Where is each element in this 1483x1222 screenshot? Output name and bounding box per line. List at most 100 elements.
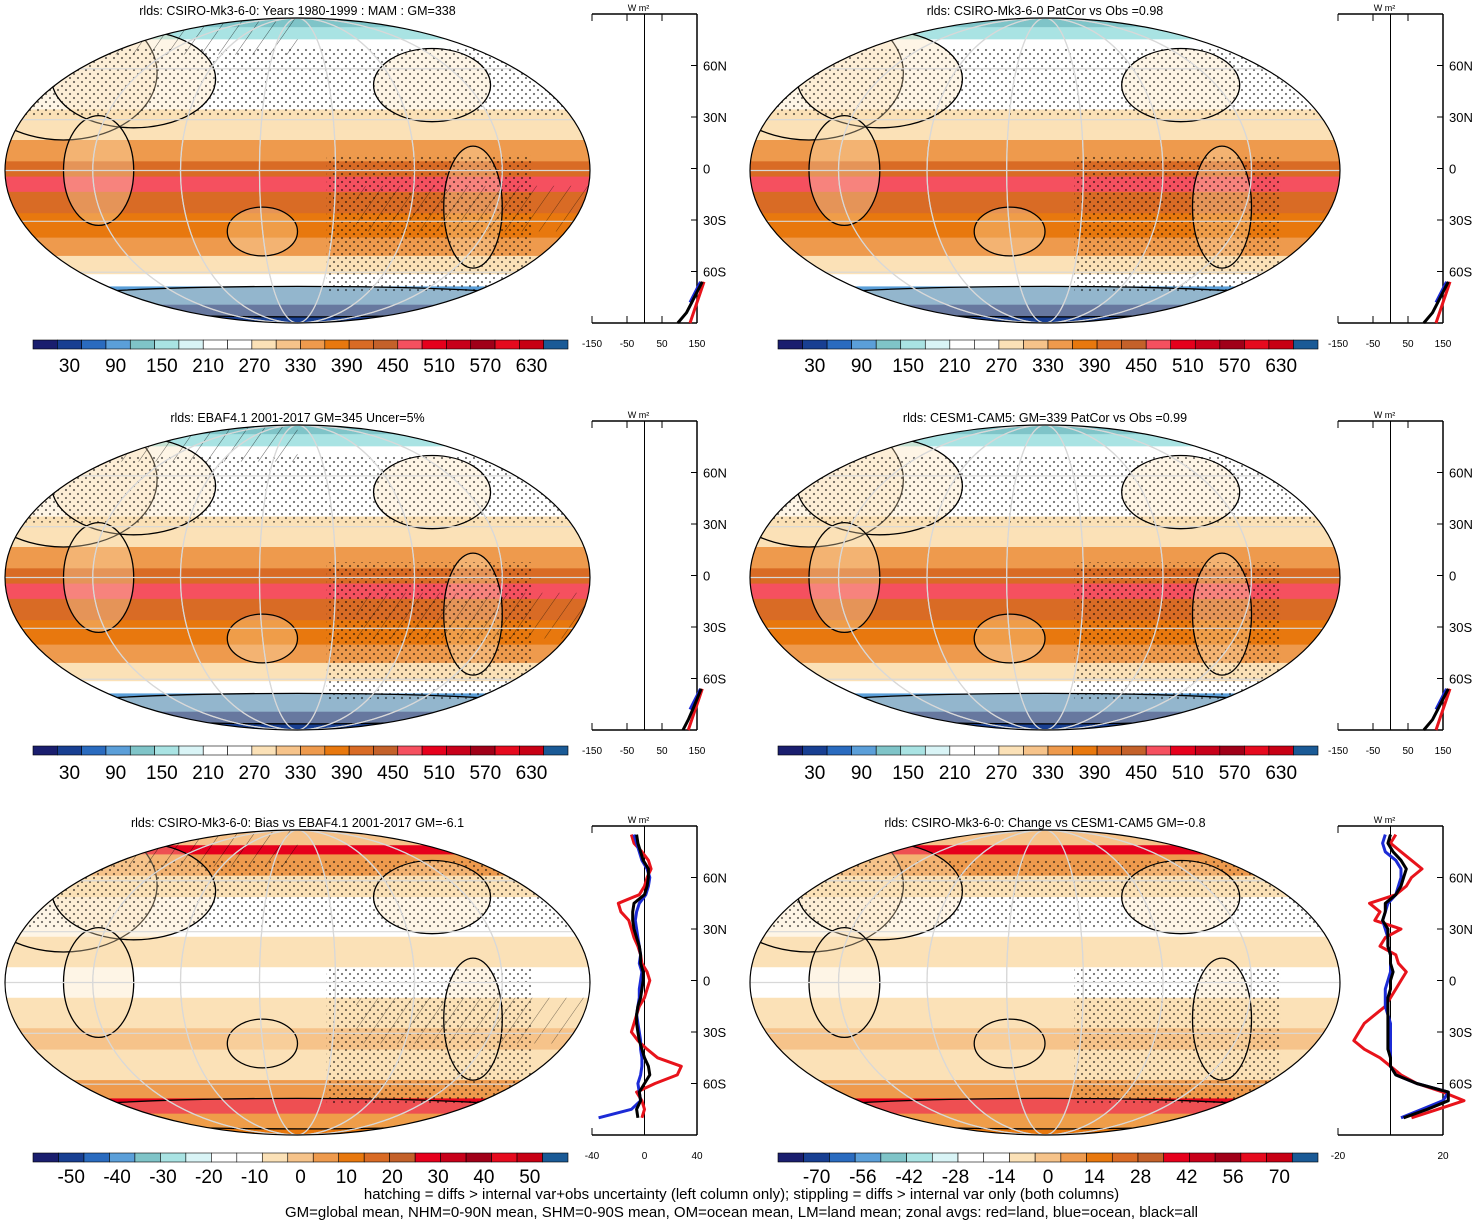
colorbar-tick-label: -14 xyxy=(988,1167,1016,1188)
colorbar-swatch xyxy=(32,745,58,756)
colorbar-swatch xyxy=(465,1152,492,1163)
colorbar-tick-label: 270 xyxy=(238,356,270,377)
colorbar-tick-label: 30 xyxy=(59,763,80,784)
colorbar-tick-label: 150 xyxy=(146,356,178,377)
zonal-land-line xyxy=(616,834,683,1119)
colorbar-swatch xyxy=(1163,1152,1190,1163)
colorbar-swatch xyxy=(1293,745,1319,756)
colorbar-tick-label: 630 xyxy=(1265,356,1297,377)
panel-title: rlds: CSIRO-Mk3-6-0: Change vs CESM1-CAM… xyxy=(884,816,1205,830)
zonal-x-tick-label: 50 xyxy=(656,746,668,757)
colorbar-tick-label: 510 xyxy=(423,763,455,784)
zonal-x-tick-label: -50 xyxy=(1366,339,1381,350)
continent-outline xyxy=(778,285,1312,318)
zonal-plot: W m² -40 0 40 60N 30N 0 30S 60S xyxy=(585,815,727,1162)
zonal-units: W m² xyxy=(1374,410,1396,420)
caption-line-1: hatching = diffs > internal var+obs unce… xyxy=(363,1186,1120,1203)
colorbar-swatch xyxy=(389,1152,416,1163)
colorbar-swatch xyxy=(32,1152,59,1163)
colorbar-swatch xyxy=(1034,1152,1062,1163)
stippling xyxy=(750,455,1340,523)
map xyxy=(5,425,590,730)
zonal-lat-label: 30S xyxy=(703,1025,726,1040)
colorbar-swatch xyxy=(312,1152,340,1163)
colorbar-tick-label: 630 xyxy=(516,356,548,377)
zonal-units: W m² xyxy=(628,815,650,825)
colorbar-swatch xyxy=(826,339,852,350)
colorbar-tick-label: 270 xyxy=(238,763,270,784)
colorbar-swatch xyxy=(875,745,902,756)
colorbar-swatch xyxy=(924,339,951,350)
zonal-ocean-line xyxy=(1434,281,1448,304)
continent-outline xyxy=(33,285,562,318)
zonal-lat-label: 0 xyxy=(1449,569,1456,584)
zonal-x-tick-label: 150 xyxy=(1435,746,1452,757)
graticule-lon xyxy=(92,425,503,730)
colorbar-swatch xyxy=(421,339,447,350)
colorbar-tick-label: -50 xyxy=(57,1167,84,1188)
colorbar-tick-label: 210 xyxy=(939,763,971,784)
colorbar-tick-label: 330 xyxy=(285,763,317,784)
colorbar-tick-label: 0 xyxy=(1043,1167,1054,1188)
zonal-ocean-line xyxy=(688,281,702,304)
panel-bottom-left: rlds: CSIRO-Mk3-6-0: Bias vs EBAF4.1 200… xyxy=(4,815,727,1188)
map-band xyxy=(750,936,1340,968)
stippling xyxy=(750,48,1340,116)
map-band xyxy=(750,27,1340,40)
zonal-lat-label: 60N xyxy=(703,59,727,74)
colorbar-swatch xyxy=(57,745,82,756)
colorbar-swatch xyxy=(1047,339,1073,350)
colorbar-swatch xyxy=(1047,745,1073,756)
zonal-lat-label: 0 xyxy=(703,162,710,177)
colorbar-tick-label: 330 xyxy=(1032,763,1064,784)
colorbar-tick-label: 150 xyxy=(892,763,924,784)
colorbar-swatch xyxy=(516,1152,543,1163)
colorbar-tick-label: 90 xyxy=(851,356,872,377)
zonal-x-tick-label: 150 xyxy=(1435,339,1452,350)
colorbar: -50 -40 -30 -20 -10 0 10 20 30 40 50 xyxy=(32,1152,569,1188)
zonal-lat-label: 30N xyxy=(703,110,727,125)
zonal-x-tick-label: -150 xyxy=(1328,339,1348,350)
colorbar-tick-label: 210 xyxy=(192,763,224,784)
colorbar-swatch xyxy=(1111,1152,1139,1163)
colorbar-tick-label: 330 xyxy=(1032,356,1064,377)
colorbar-swatch xyxy=(1219,339,1245,350)
colorbar-swatch xyxy=(105,745,131,756)
colorbar-swatch xyxy=(1266,1152,1293,1163)
zonal-lat-label: 60S xyxy=(703,265,726,280)
colorbar-tick-label: 390 xyxy=(331,356,363,377)
colorbar-swatch xyxy=(543,745,569,756)
zonal-lat-label: 30S xyxy=(1449,1025,1472,1040)
colorbar-swatch xyxy=(134,1152,161,1163)
colorbar-swatch xyxy=(900,745,926,756)
graticule-lon xyxy=(179,830,416,1135)
zonal-lat-label: 60S xyxy=(1449,672,1472,687)
zonal-units: W m² xyxy=(628,410,650,420)
colorbar-swatch xyxy=(1145,745,1172,756)
colorbar-swatch xyxy=(129,745,155,756)
graticule-lon xyxy=(1006,425,1084,730)
colorbar-tick-label: 90 xyxy=(105,356,126,377)
colorbar-swatch xyxy=(275,745,301,756)
colorbar-swatch xyxy=(57,339,82,350)
panel-title: rlds: CSIRO-Mk3-6-0: Bias vs EBAF4.1 200… xyxy=(131,816,464,830)
colorbar-tick-label: 30 xyxy=(804,356,825,377)
colorbar-swatch xyxy=(998,745,1024,756)
colorbar-swatch xyxy=(287,1152,314,1163)
zonal-units: W m² xyxy=(1374,815,1396,825)
colorbar-swatch xyxy=(1009,1152,1036,1163)
zonal-plot: W m² -150 -50 50 150 60N 30N 0 30S 60S xyxy=(1328,3,1473,350)
panel-bottom-right: rlds: CSIRO-Mk3-6-0: Change vs CESM1-CAM… xyxy=(749,815,1473,1188)
continent-outline xyxy=(778,1097,1312,1130)
graticule-lon xyxy=(258,830,337,1135)
colorbar-tick-label: 70 xyxy=(1269,1167,1290,1188)
graticule-lon xyxy=(179,18,416,323)
zonal-lat-label: 0 xyxy=(1449,974,1456,989)
colorbar-tick-label: 10 xyxy=(336,1167,357,1188)
zonal-all-line xyxy=(631,834,652,1119)
colorbar-swatch xyxy=(32,339,58,350)
stippling xyxy=(1074,967,1281,1105)
colorbar-swatch xyxy=(1244,339,1270,350)
colorbar-swatch xyxy=(1194,339,1221,350)
